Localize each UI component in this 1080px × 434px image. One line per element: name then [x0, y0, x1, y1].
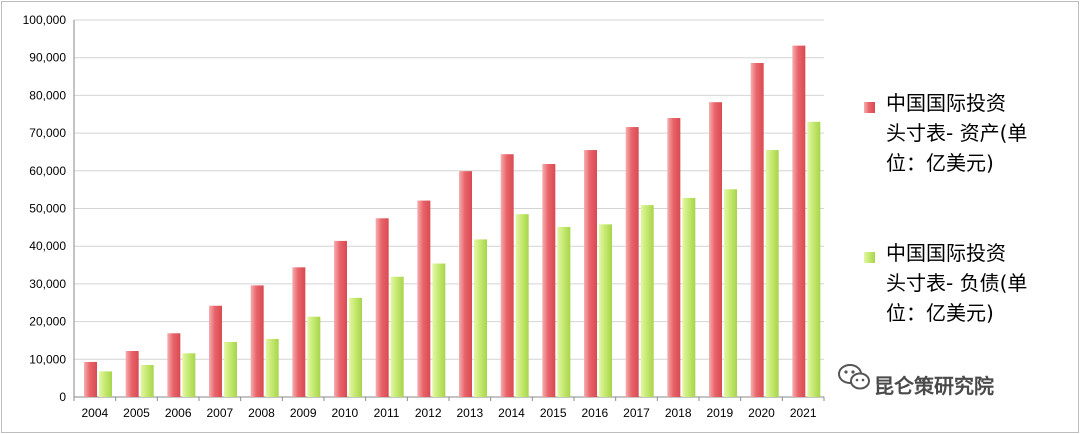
- y-tick-label: 90,000: [29, 51, 66, 65]
- watermark: 昆仑策研究院: [838, 364, 994, 398]
- bar-assets: [292, 267, 306, 397]
- x-tick-label: 2021: [790, 406, 817, 420]
- y-tick-label: 10,000: [29, 352, 66, 366]
- legend-label: 位：亿美元): [886, 151, 994, 175]
- bar-assets: [667, 118, 681, 398]
- y-tick-label: 100,000: [23, 13, 67, 27]
- y-tick-label: 40,000: [29, 239, 66, 253]
- bar-liabilities: [224, 341, 237, 397]
- bar-assets: [792, 45, 806, 398]
- bar-assets: [500, 154, 514, 397]
- legend-label: 头寸表- 负债(单: [886, 271, 1027, 295]
- watermark-text: 昆仑策研究院: [874, 374, 994, 398]
- x-tick-label: 2016: [581, 406, 608, 420]
- bar-assets: [625, 127, 639, 398]
- bar-liabilities: [432, 263, 446, 397]
- bar-liabilities: [182, 353, 196, 397]
- bar-assets: [750, 62, 764, 398]
- y-tick-label: 0: [59, 390, 66, 404]
- bar-assets: [584, 150, 597, 397]
- bar-liabilities: [390, 276, 404, 397]
- bar-liabilities: [724, 189, 737, 397]
- x-tick-label: 2013: [456, 406, 483, 420]
- bar-assets: [375, 218, 389, 397]
- x-tick-label: 2015: [540, 406, 567, 420]
- y-tick-label: 50,000: [29, 202, 66, 216]
- legend-label: 头寸表- 资产(单: [886, 121, 1027, 145]
- bar-liabilities: [515, 214, 529, 397]
- bar-liabilities: [682, 197, 696, 397]
- bar-liabilities: [557, 226, 571, 397]
- y-tick-label: 60,000: [29, 164, 66, 178]
- wechat-icon: [838, 364, 870, 390]
- bar-liabilities: [99, 371, 112, 397]
- x-tick-label: 2020: [748, 406, 775, 420]
- bar-assets: [334, 240, 347, 397]
- x-tick-label: 2005: [123, 406, 150, 420]
- bar-assets: [209, 305, 222, 397]
- x-tick-label: 2018: [665, 406, 692, 420]
- legend-swatch-liabilities: [864, 252, 875, 263]
- bar-liabilities: [307, 316, 321, 397]
- x-tick-label: 2017: [623, 406, 650, 420]
- bar-assets: [709, 102, 722, 397]
- bar-assets: [167, 333, 181, 397]
- x-tick-label: 2008: [248, 406, 275, 420]
- bar-liabilities: [640, 205, 654, 397]
- legend-swatch-assets: [864, 102, 875, 113]
- bar-assets: [459, 171, 472, 397]
- bar-liabilities: [807, 121, 821, 397]
- bar-liabilities: [349, 297, 362, 397]
- y-axis-tick-labels: 0 10,000 20,000 30,000 40,000 50,000 60,000 70,…: [23, 13, 67, 404]
- bar-liabilities: [265, 338, 279, 397]
- x-tick-label: 2010: [331, 406, 358, 420]
- x-tick-label: 2014: [498, 406, 525, 420]
- y-tick-label: 80,000: [29, 88, 66, 102]
- bar-assets: [250, 285, 264, 397]
- y-tick-label: 20,000: [29, 315, 66, 329]
- x-axis-tick-labels: 2004 2005 2006 2007 2008 2009 2010 2011 2012 2013…: [81, 406, 816, 420]
- bar-liabilities: [140, 364, 154, 397]
- y-tick-label: 70,000: [29, 126, 66, 140]
- x-tick-label: 2019: [706, 406, 733, 420]
- bar-liabilities: [765, 150, 779, 397]
- bar-liabilities: [474, 239, 487, 397]
- y-tick-label: 30,000: [29, 277, 66, 291]
- bar-assets: [542, 164, 556, 397]
- x-tick-label: 2009: [290, 406, 317, 420]
- bar-assets: [125, 351, 139, 397]
- legend-label: 位：亿美元): [886, 301, 994, 325]
- bar-liabilities: [599, 224, 612, 397]
- x-tick-label: 2004: [81, 406, 108, 420]
- x-tick-label: 2007: [206, 406, 233, 420]
- gridlines: [73, 19, 825, 401]
- bar-assets: [84, 361, 97, 397]
- x-tick-label: 2012: [415, 406, 442, 420]
- legend-label: 中国国际投资: [886, 91, 1006, 115]
- x-tick-label: 2006: [165, 406, 192, 420]
- bar-assets: [417, 200, 431, 397]
- legend-label: 中国国际投资: [886, 241, 1006, 265]
- bars: [84, 45, 821, 398]
- x-tick-label: 2011: [374, 406, 400, 420]
